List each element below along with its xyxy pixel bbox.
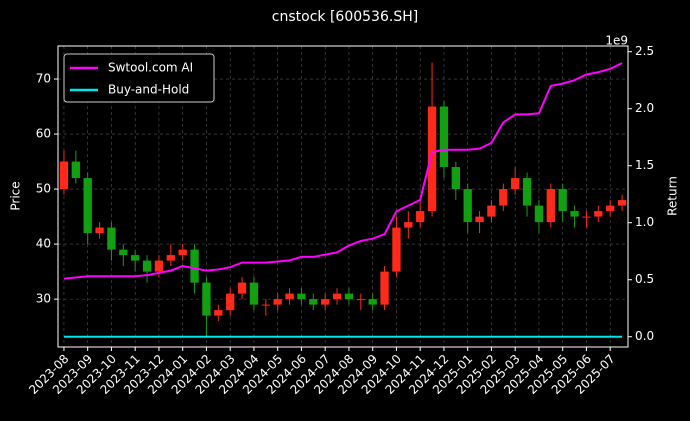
candle-body xyxy=(214,310,223,316)
candle-body xyxy=(499,189,508,206)
candle-body xyxy=(368,299,377,305)
candle-body xyxy=(273,299,282,305)
candle-body xyxy=(285,293,294,300)
candle-body xyxy=(617,200,627,206)
candle-body xyxy=(332,293,342,300)
legend-label: Swtool.com AI xyxy=(108,61,193,75)
candle-body xyxy=(546,189,555,223)
candle-body xyxy=(487,205,496,217)
legend-label: Buy-and-Hold xyxy=(108,83,189,97)
candle-body xyxy=(522,178,532,206)
candle-body xyxy=(249,282,259,305)
candle-body xyxy=(95,227,104,234)
candle-body xyxy=(344,293,354,300)
y-tick-label: 30 xyxy=(36,292,51,306)
candle-body xyxy=(463,189,472,223)
candle-body xyxy=(107,227,116,250)
legend-box xyxy=(63,53,215,103)
y2-tick-label: 2.0 xyxy=(635,101,654,115)
candle-body xyxy=(356,299,365,301)
candle-body xyxy=(594,211,603,217)
y2-axis-label: Return xyxy=(666,176,680,216)
candle-body xyxy=(83,178,92,234)
y-tick-label: 50 xyxy=(36,182,51,196)
candle-body xyxy=(178,249,187,256)
y2-tick-label: 0.5 xyxy=(635,272,654,286)
y2-offset-label: 1e9 xyxy=(605,34,628,48)
candle-body xyxy=(202,282,211,316)
candle-body xyxy=(416,211,425,223)
candle-body xyxy=(582,216,591,218)
plot-frame xyxy=(57,45,629,348)
candle-body xyxy=(71,161,80,179)
candle-body xyxy=(392,227,401,272)
candle-body xyxy=(190,249,199,283)
y2-tick-label: 0.0 xyxy=(635,329,654,343)
y2-tick-label: 1.5 xyxy=(635,158,654,172)
y-tick-label: 40 xyxy=(36,237,51,251)
series-line xyxy=(63,62,623,280)
candle-body xyxy=(606,205,615,212)
candle-body xyxy=(154,260,164,272)
candle-body xyxy=(475,216,484,223)
candle-body xyxy=(142,260,152,272)
chart-title: cnstock [600536.SH] xyxy=(272,9,418,25)
candle-body xyxy=(119,249,128,256)
candle-body xyxy=(309,299,318,305)
y-tick-label: 60 xyxy=(36,127,51,141)
candle-body xyxy=(451,167,460,190)
candle-body xyxy=(404,222,413,228)
candle-body xyxy=(321,299,330,305)
y-axis-label: Price xyxy=(9,181,23,210)
y-tick-label: 70 xyxy=(36,72,51,86)
candle-body xyxy=(59,161,69,190)
candle-body xyxy=(237,282,247,294)
candle-body xyxy=(511,178,520,190)
candle-body xyxy=(439,106,449,168)
legend: Swtool.com AI Buy-and-Hold xyxy=(63,53,215,103)
y2-tick-label: 1.0 xyxy=(635,215,654,229)
candle-body xyxy=(534,205,544,223)
candle-body xyxy=(226,293,235,311)
candle-body xyxy=(131,255,140,261)
candle-body xyxy=(427,106,437,212)
candle-body xyxy=(558,189,567,212)
candle-body xyxy=(261,304,270,306)
candle-body xyxy=(380,271,389,305)
candle-body xyxy=(570,211,579,217)
candle-body xyxy=(166,255,175,261)
y2-tick-label: 2.5 xyxy=(635,44,654,58)
candle-body xyxy=(297,293,306,300)
